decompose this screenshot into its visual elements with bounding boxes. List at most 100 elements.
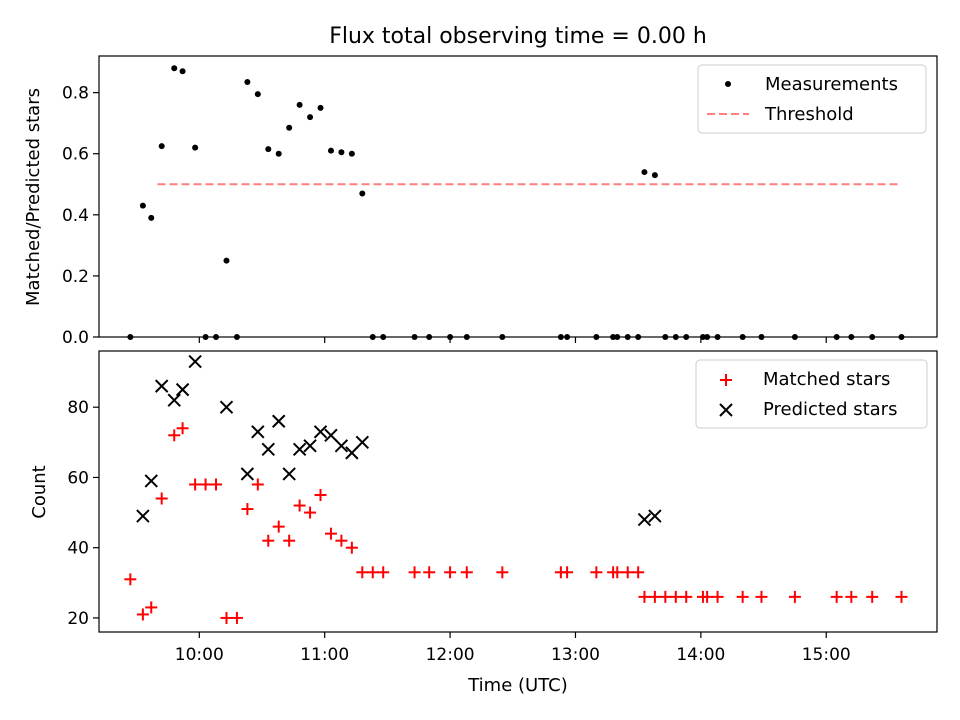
predicted-star-point bbox=[219, 400, 234, 414]
matched-star-point bbox=[356, 566, 369, 579]
top-panel: Flux total observing time = 0.00 h 0.00.… bbox=[23, 24, 938, 348]
legend-predicted-marker bbox=[719, 403, 733, 417]
bottom-series-group bbox=[124, 354, 908, 624]
matched-star-point bbox=[262, 534, 275, 547]
matched-star-point bbox=[680, 590, 693, 603]
predicted-star-point bbox=[282, 467, 296, 481]
predicted-star-point bbox=[303, 439, 317, 453]
bottom-legend: Matched stars Predicted stars bbox=[695, 359, 928, 429]
matched-star-point bbox=[621, 566, 634, 579]
matched-star-point bbox=[220, 611, 233, 624]
matched-star-point bbox=[460, 566, 473, 579]
x-tick-label: 13:00 bbox=[551, 645, 600, 665]
chart-title: Flux total observing time = 0.00 h bbox=[329, 24, 707, 49]
matched-star-point bbox=[866, 590, 879, 603]
matched-star-point bbox=[335, 534, 348, 547]
top-series-group bbox=[127, 65, 905, 340]
measurement-point bbox=[244, 78, 251, 85]
predicted-star-point bbox=[188, 354, 202, 369]
matched-star-point bbox=[324, 527, 337, 540]
matched-star-point bbox=[189, 478, 202, 491]
matched-star-point bbox=[638, 590, 651, 603]
bottom-y-tick-label: 40 bbox=[67, 539, 89, 559]
top-x-tick-marks bbox=[198, 337, 827, 343]
top-legend: Measurements Threshold bbox=[697, 64, 927, 134]
matched-star-point bbox=[590, 566, 603, 579]
predicted-star-point bbox=[637, 512, 652, 527]
legend-measurements-label: Measurements bbox=[765, 74, 898, 95]
matched-star-point bbox=[788, 590, 801, 603]
x-tick-label: 14:00 bbox=[676, 645, 725, 665]
matched-star-point bbox=[755, 590, 768, 603]
matched-star-point bbox=[711, 590, 724, 603]
matched-star-point bbox=[230, 611, 243, 624]
measurement-point bbox=[148, 214, 155, 221]
measurement-point bbox=[192, 144, 199, 151]
x-axis-label: Time (UTC) bbox=[467, 675, 568, 696]
matched-star-point bbox=[648, 590, 661, 603]
matched-star-point bbox=[304, 506, 317, 519]
legend-measurements-marker bbox=[725, 81, 731, 87]
bottom-y-axis: 20 40 60 80 bbox=[67, 398, 99, 629]
predicted-star-point bbox=[272, 414, 286, 428]
x-tick-label: 15:00 bbox=[802, 645, 851, 665]
legend-predicted-label: Predicted stars bbox=[763, 399, 897, 420]
predicted-star-point bbox=[345, 446, 359, 460]
matched-star-point bbox=[845, 590, 858, 603]
matched-star-point bbox=[251, 478, 264, 491]
measurement-point bbox=[158, 143, 165, 150]
matched-star-point bbox=[314, 489, 327, 502]
top-y-axis: 0.0 0.2 0.4 0.6 0.8 bbox=[62, 84, 99, 348]
x-tick-label: 11:00 bbox=[300, 645, 349, 665]
predicted-star-point bbox=[648, 509, 662, 523]
measurement-point bbox=[317, 104, 324, 111]
measurement-point bbox=[171, 65, 178, 72]
x-tick-label: 12:00 bbox=[426, 645, 475, 665]
matched-star-point bbox=[561, 566, 574, 579]
matched-star-point bbox=[345, 541, 358, 554]
matched-star-point bbox=[423, 566, 436, 579]
measurement-point bbox=[286, 124, 293, 131]
top-y-tick-label: 0.0 bbox=[62, 328, 89, 348]
measurement-point bbox=[307, 114, 314, 121]
measurement-point bbox=[254, 91, 261, 98]
legend-matched-marker bbox=[720, 374, 732, 386]
predicted-star-point bbox=[355, 435, 370, 450]
top-y-tick-label: 0.4 bbox=[62, 206, 89, 226]
bottom-y-tick-label: 60 bbox=[67, 468, 89, 488]
predicted-star-point bbox=[240, 467, 255, 481]
measurement-point bbox=[327, 147, 334, 154]
bottom-x-axis: 10:00 11:00 12:00 13:00 14:00 15:00 bbox=[175, 632, 851, 665]
measurement-point bbox=[223, 257, 230, 264]
bottom-y-tick-label: 80 bbox=[67, 398, 89, 418]
matched-star-point bbox=[241, 503, 254, 516]
predicted-star-point bbox=[136, 509, 150, 523]
matched-star-point bbox=[669, 590, 682, 603]
measurement-point bbox=[139, 202, 146, 209]
matched-star-point bbox=[272, 520, 285, 533]
top-plot-frame bbox=[98, 55, 938, 338]
predicted-star-point bbox=[324, 428, 338, 443]
measurement-point bbox=[641, 169, 648, 176]
predicted-star-point bbox=[144, 474, 158, 488]
matched-star-point bbox=[444, 566, 457, 579]
predicted-star-point bbox=[292, 442, 307, 457]
matched-star-point bbox=[136, 608, 149, 621]
bottom-y-tick-label: 20 bbox=[67, 609, 89, 629]
measurement-point bbox=[275, 150, 282, 157]
top-y-tick-label: 0.8 bbox=[62, 84, 89, 104]
predicted-star-point bbox=[154, 379, 169, 393]
matched-star-point bbox=[496, 566, 509, 579]
matched-star-point bbox=[377, 566, 390, 579]
matched-star-point bbox=[168, 429, 181, 442]
matched-star-point bbox=[124, 573, 137, 586]
matched-star-point bbox=[611, 566, 624, 579]
predicted-star-point bbox=[313, 425, 328, 439]
measurement-point bbox=[265, 146, 272, 153]
predicted-star-point bbox=[334, 439, 349, 453]
matched-star-point bbox=[366, 566, 379, 579]
legend-matched-label: Matched stars bbox=[763, 369, 890, 390]
top-y-axis-label: Matched/Predicted stars bbox=[23, 88, 44, 306]
measurement-point bbox=[651, 172, 658, 179]
